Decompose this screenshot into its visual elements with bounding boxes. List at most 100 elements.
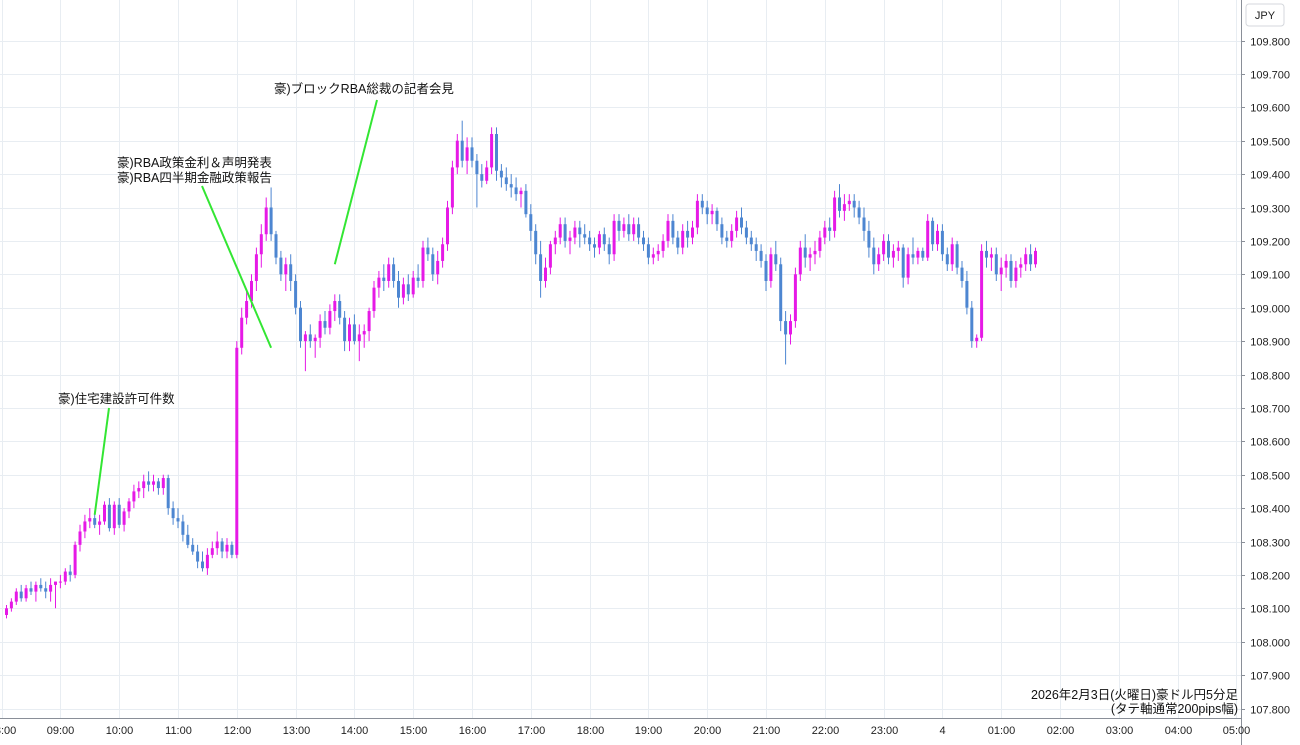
candle [98,514,102,535]
candle [240,307,244,355]
candle [965,270,969,315]
candle [122,508,126,532]
candle-body [710,210,714,215]
candle [818,230,822,258]
candle-body [39,584,43,589]
candle [563,217,567,248]
candle [455,134,459,175]
candle-body [382,277,386,281]
candle-body [460,140,464,161]
x-tick-label: 20:00 [694,725,722,737]
candle [891,244,895,268]
footnote-scale: (タテ軸通常200pips幅) [1111,701,1238,716]
y-tick-label: 108.300 [1250,538,1290,550]
candle [63,568,67,585]
candle-body [764,260,768,281]
candle-body [960,267,964,281]
grid [0,0,1241,718]
candle [348,317,351,352]
candle [201,551,204,572]
candle [441,237,445,268]
candle [769,247,773,288]
candle-body [578,227,582,235]
candle-body [558,224,562,238]
candle [602,227,606,251]
candle [661,234,665,258]
candle-body [54,581,57,585]
candle [107,498,111,532]
candle [867,220,871,258]
x-tick-label: 09:00 [47,725,75,737]
candle-body [926,220,930,258]
candle [798,240,802,281]
candle [872,237,876,275]
candle [936,224,939,251]
candle-body [1004,260,1008,268]
x-tick-label: 12:00 [224,725,252,737]
candle-body [583,234,587,238]
candle [264,197,268,241]
candle-body [264,207,268,235]
candle-body [686,230,690,238]
candle-body [676,237,680,248]
currency-badge[interactable] [1245,3,1285,27]
candle-body [406,284,410,295]
currency-label: JPY [1255,10,1276,22]
candle [176,508,180,529]
candle-body [842,204,846,211]
candle [289,254,293,291]
candle-body [333,301,337,312]
x-tick-label: 21:00 [753,725,781,737]
candle [887,234,890,265]
candle-body [945,254,949,265]
candle-body [568,237,572,241]
candle [377,270,381,298]
candle [259,224,263,268]
candle-body [779,264,783,322]
candle [524,184,528,218]
candle-body [372,287,376,312]
candle-body [29,588,33,592]
candle [793,267,797,328]
candle-body [627,224,631,235]
candle-body [490,134,494,168]
candle [940,224,944,261]
candle-body [940,230,944,255]
x-tick-label: 08:00 [0,725,16,737]
annotation-bullock-press-conference: 豪)ブロックRBA総裁の記者会見 [274,81,454,96]
candle-body [215,541,219,549]
candle-body [210,548,214,555]
candle [676,230,680,255]
candle [1034,247,1037,268]
candle [529,204,533,241]
candle-body [980,250,984,338]
candle [519,187,523,208]
candle [88,508,92,529]
candle-body [191,544,195,552]
y-tick-label: 109.100 [1250,270,1290,282]
candle-body [426,247,430,255]
candle-body [142,481,146,489]
candle [612,214,616,261]
candle-body [691,227,694,238]
candle [318,314,322,348]
candle-body [117,504,121,525]
candle-body [441,244,445,261]
candle [651,247,655,265]
x-tick-label: 04:00 [1165,725,1193,737]
candle [544,257,547,288]
candle-body [465,147,469,161]
candle-body [147,481,151,485]
candle [642,230,645,251]
candle [210,541,214,559]
candle-body [274,234,278,258]
candle-body [299,307,302,342]
candle-body [416,277,420,281]
candle [171,501,175,525]
candle [367,307,371,342]
candle-body [127,501,131,512]
candle [710,204,714,225]
candle-body [220,541,224,552]
candle [83,514,87,539]
y-tick-label: 108.400 [1250,504,1290,516]
